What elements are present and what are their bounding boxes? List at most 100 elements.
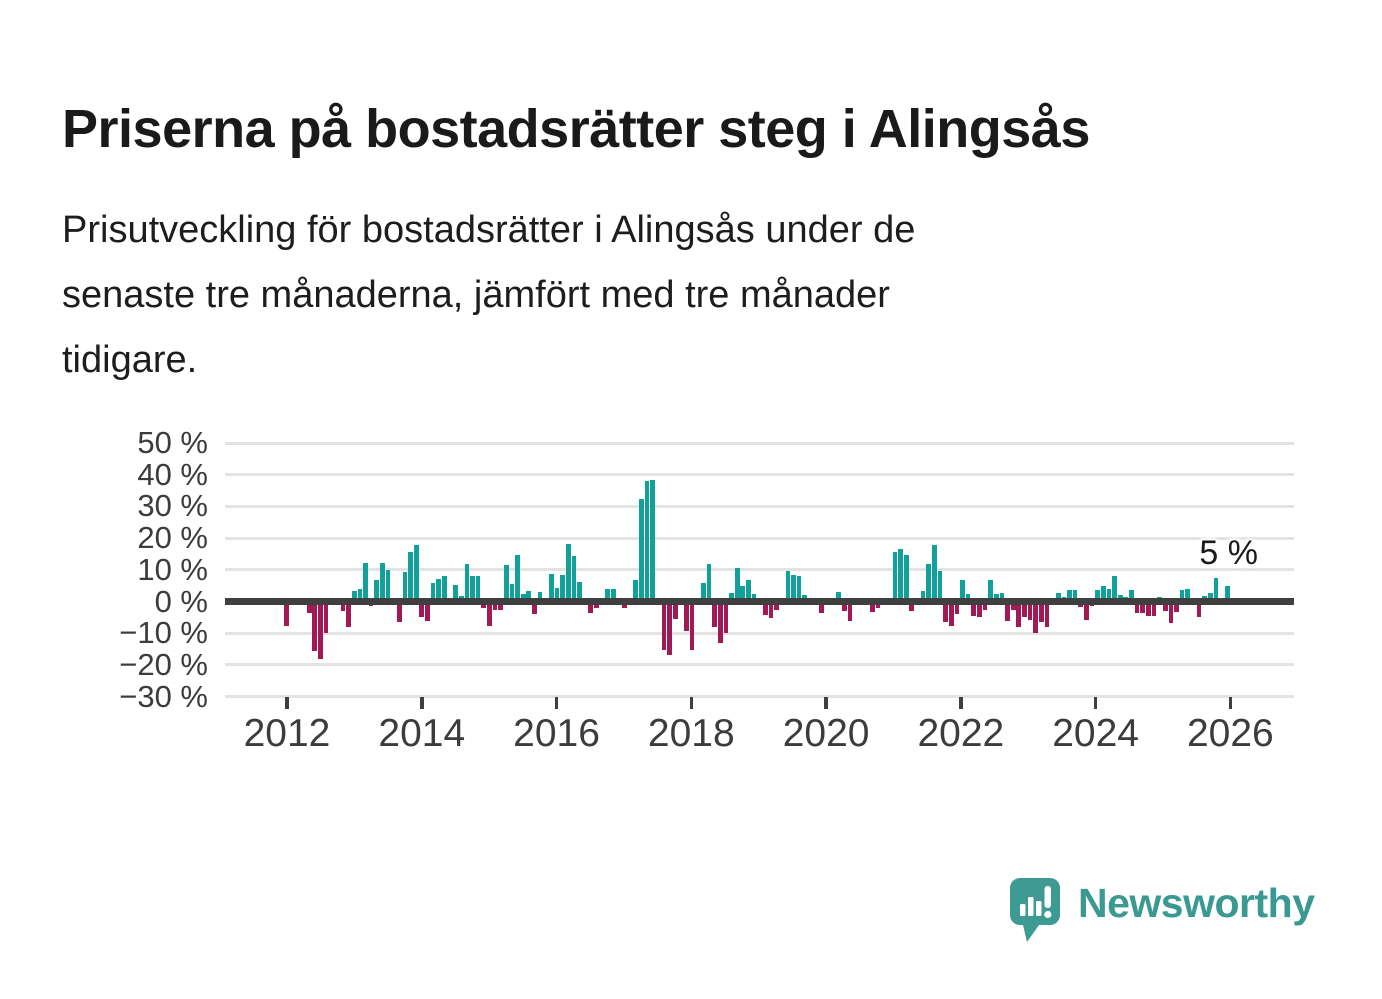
y-axis-label: 10 %: [137, 551, 208, 587]
bar-positive: [706, 564, 712, 602]
x-axis-label: 2018: [647, 712, 735, 755]
bar-negative: [717, 601, 723, 644]
bar-negative: [667, 601, 672, 656]
bar-positive: [988, 579, 993, 602]
y-axis-label: 20 %: [137, 520, 208, 556]
bar-positive: [560, 575, 565, 602]
bar-negative: [532, 601, 537, 615]
bar-positive: [408, 552, 413, 602]
bar-negative: [661, 601, 667, 650]
bar-positive: [436, 579, 442, 602]
bar-positive: [610, 588, 616, 602]
bar-negative: [1168, 601, 1174, 624]
bar-positive: [926, 564, 932, 602]
bar-negative: [870, 601, 875, 612]
bar-negative: [1022, 601, 1027, 618]
x-axis-label: 2024: [1052, 712, 1139, 755]
bar-negative: [492, 601, 498, 610]
x-axis-tick: [420, 697, 424, 709]
bar-positive: [549, 574, 554, 602]
subtitle-line: Prisutveckling för bostadsrätter i Aling…: [62, 209, 916, 251]
bar-negative: [712, 601, 718, 628]
latest-value-label: 5 %: [1199, 534, 1258, 572]
bar-negative: [498, 601, 503, 610]
y-axis-label: 30 %: [137, 488, 208, 524]
bar-negative: [1027, 601, 1033, 620]
bar-negative: [306, 601, 312, 613]
gridline: [225, 473, 1294, 477]
bar-negative: [723, 601, 729, 633]
bar-negative: [1044, 601, 1050, 628]
bar-negative: [588, 601, 594, 613]
bar-negative: [1140, 601, 1146, 614]
bar-negative: [1038, 601, 1044, 623]
subtitle-line: senaste tre månaderna, jämfört med tre m…: [62, 274, 890, 316]
bar-negative: [396, 601, 402, 623]
bar-positive: [993, 593, 999, 602]
bar-positive: [1072, 589, 1078, 602]
bar-positive: [520, 594, 526, 602]
bar-negative: [1010, 601, 1016, 610]
bar-negative: [284, 601, 289, 626]
bar-negative: [672, 601, 678, 619]
bar-negative: [487, 601, 492, 626]
bar-positive: [999, 592, 1005, 602]
gridline: [225, 663, 1294, 667]
bar-positive: [571, 555, 577, 602]
bar-negative: [1145, 601, 1151, 616]
y-axis-label: 40 %: [137, 456, 208, 492]
newsworthy-logo-text: Newsworthy: [1078, 880, 1315, 926]
y-axis-label: 0 %: [154, 583, 208, 619]
bar-negative: [1084, 601, 1089, 620]
bar-positive: [734, 567, 740, 602]
bar-negative: [982, 601, 988, 610]
zero-axis-line: [225, 598, 1294, 605]
bar-negative: [425, 601, 430, 621]
bar-positive: [633, 579, 639, 602]
bar-negative: [684, 601, 689, 631]
gridline: [225, 441, 1294, 445]
x-axis-tick: [689, 697, 694, 709]
bar-negative: [1005, 601, 1010, 622]
bar-positive: [351, 590, 357, 602]
bar-negative: [819, 601, 825, 613]
bar-positive: [639, 498, 644, 602]
x-axis-label: 2026: [1186, 712, 1274, 755]
bar-positive: [791, 575, 796, 602]
y-axis-label: −20 %: [119, 646, 208, 682]
bar-positive: [441, 575, 447, 602]
subtitle-line: tidigare.: [62, 339, 198, 381]
bar-positive: [537, 591, 543, 602]
bar-negative: [1151, 601, 1157, 617]
bar-positive: [1112, 576, 1117, 602]
bar-positive: [605, 588, 610, 602]
bar-positive: [785, 570, 791, 602]
bar-positive: [503, 565, 509, 602]
x-axis-label: 2012: [243, 712, 331, 755]
bar-positive: [898, 548, 903, 602]
bar-positive: [430, 583, 436, 602]
bar-positive: [1129, 589, 1134, 602]
bar-positive: [892, 551, 898, 602]
bar-positive: [960, 579, 965, 602]
x-axis-tick: [554, 697, 559, 709]
bar-negative: [774, 601, 779, 610]
bar-positive: [374, 579, 380, 602]
bar-positive: [1067, 589, 1072, 602]
bar-negative: [346, 601, 351, 628]
bar-positive: [357, 589, 363, 602]
bar-positive: [453, 585, 458, 602]
x-axis-tick: [824, 697, 828, 709]
bar-positive: [1224, 585, 1230, 602]
page-title: Priserna på bostadsrätter steg i Alingså…: [62, 99, 1090, 160]
bar-positive: [729, 593, 734, 602]
subtitle: Prisutveckling för bostadsrätter i Aling…: [62, 198, 1222, 393]
bar-negative: [312, 601, 318, 651]
bar-negative: [948, 601, 954, 627]
x-axis-label: 2020: [782, 712, 870, 755]
bar-negative: [323, 601, 329, 633]
bar-positive: [1185, 589, 1191, 602]
bar-negative: [419, 601, 425, 618]
bar-positive: [402, 572, 408, 602]
bar-positive: [470, 575, 475, 602]
